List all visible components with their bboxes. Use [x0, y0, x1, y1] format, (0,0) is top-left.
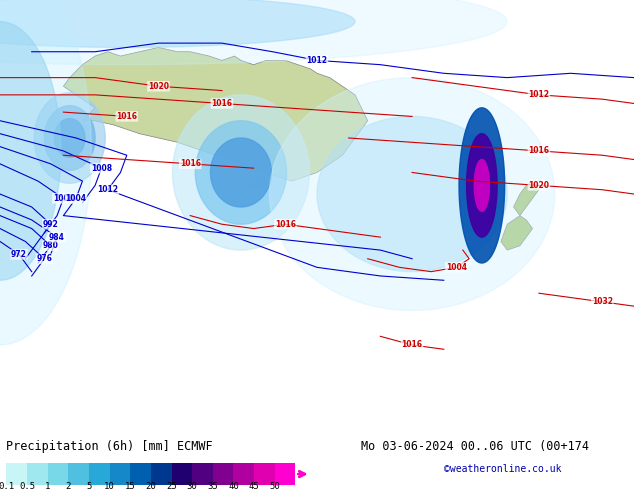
- Text: 50: 50: [269, 482, 280, 490]
- Text: 20: 20: [146, 482, 156, 490]
- Text: 1016: 1016: [179, 159, 201, 169]
- Text: 1: 1: [45, 482, 50, 490]
- Bar: [68, 463, 89, 485]
- Text: ©weatheronline.co.uk: ©weatheronline.co.uk: [444, 465, 561, 474]
- Text: 1000: 1000: [53, 194, 74, 203]
- Text: 992: 992: [43, 220, 58, 229]
- Bar: [130, 463, 151, 485]
- Text: 1032: 1032: [592, 297, 613, 306]
- Text: 1016: 1016: [401, 341, 423, 349]
- Text: 40: 40: [228, 482, 239, 490]
- Polygon shape: [0, 0, 355, 48]
- Polygon shape: [0, 0, 507, 65]
- Polygon shape: [0, 0, 91, 345]
- Bar: [254, 463, 275, 485]
- Text: 10: 10: [104, 482, 115, 490]
- Polygon shape: [210, 138, 271, 207]
- Text: 1016: 1016: [116, 112, 138, 121]
- Polygon shape: [474, 160, 489, 211]
- Polygon shape: [63, 48, 368, 181]
- Text: 1008: 1008: [91, 164, 112, 172]
- Text: 2: 2: [65, 482, 71, 490]
- Bar: [213, 463, 233, 485]
- Polygon shape: [467, 134, 497, 237]
- Text: 25: 25: [166, 482, 177, 490]
- Polygon shape: [34, 93, 105, 183]
- Bar: [27, 463, 48, 485]
- Polygon shape: [269, 77, 555, 311]
- Polygon shape: [0, 22, 61, 280]
- Bar: [192, 463, 213, 485]
- Bar: [275, 463, 295, 485]
- Text: 35: 35: [207, 482, 218, 490]
- Text: 0.5: 0.5: [19, 482, 35, 490]
- Text: 1012: 1012: [97, 185, 119, 194]
- Text: 1012: 1012: [528, 90, 550, 99]
- Bar: [48, 463, 68, 485]
- Polygon shape: [317, 117, 507, 271]
- Text: 1016: 1016: [211, 99, 233, 108]
- Text: 1016: 1016: [275, 220, 296, 229]
- Text: 972: 972: [11, 250, 27, 259]
- Text: 1012: 1012: [306, 56, 328, 65]
- Polygon shape: [195, 121, 287, 224]
- Text: 45: 45: [249, 482, 259, 490]
- Text: Mo 03-06-2024 00..06 UTC (00+174: Mo 03-06-2024 00..06 UTC (00+174: [361, 440, 590, 453]
- Bar: [151, 463, 172, 485]
- Bar: [110, 463, 130, 485]
- Polygon shape: [514, 181, 539, 216]
- Text: 1004: 1004: [65, 194, 87, 203]
- Polygon shape: [247, 177, 266, 190]
- Text: 5: 5: [86, 482, 92, 490]
- Text: 15: 15: [125, 482, 136, 490]
- Polygon shape: [501, 216, 533, 250]
- Bar: [172, 463, 192, 485]
- Text: 984: 984: [49, 233, 65, 242]
- Text: 1004: 1004: [446, 263, 467, 272]
- Bar: [233, 463, 254, 485]
- Bar: [6, 463, 27, 485]
- Polygon shape: [172, 95, 309, 250]
- Text: 0.1: 0.1: [0, 482, 15, 490]
- Text: 1020: 1020: [528, 181, 550, 190]
- Bar: [89, 463, 110, 485]
- Polygon shape: [459, 108, 505, 263]
- Polygon shape: [44, 106, 95, 171]
- Text: 980: 980: [42, 241, 59, 250]
- Text: 1020: 1020: [148, 82, 169, 91]
- Text: 1016: 1016: [528, 147, 550, 155]
- Text: 30: 30: [187, 482, 198, 490]
- Text: 976: 976: [36, 254, 53, 263]
- Text: Precipitation (6h) [mm] ECMWF: Precipitation (6h) [mm] ECMWF: [6, 440, 213, 453]
- Polygon shape: [55, 119, 85, 157]
